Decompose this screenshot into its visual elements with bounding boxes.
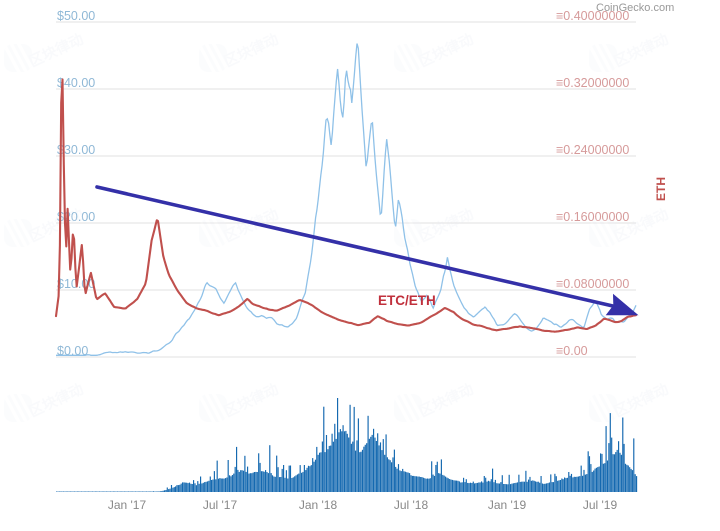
svg-text:ETC/ETH: ETC/ETH <box>378 293 436 308</box>
